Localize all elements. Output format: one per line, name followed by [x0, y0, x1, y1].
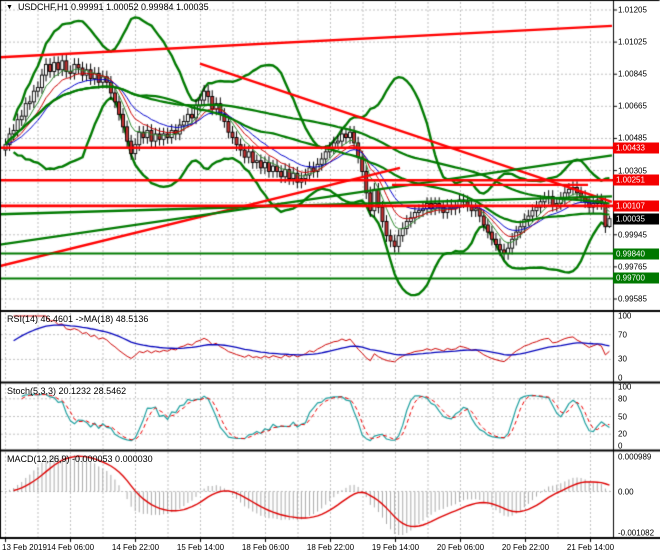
- price-badge-support: 0.99700: [613, 272, 659, 284]
- y-axis-tick-label: 0.99765: [618, 262, 647, 272]
- price-badge-resistance: 1.00107: [613, 200, 659, 212]
- time-axis-label: 19 Feb 14:00: [371, 543, 420, 552]
- time-axis-label: 14 Feb 06:00: [46, 543, 95, 552]
- y-axis-tick-label: 0.99585: [618, 294, 647, 304]
- price-badge-current: 1.00035: [613, 213, 659, 225]
- rsi-tick-label: 70: [618, 330, 627, 340]
- macd-tick-label: 0.000989: [618, 452, 652, 462]
- macd-tick-label: 0.00: [618, 487, 634, 496]
- time-axis-label: 20 Feb 06:00: [436, 543, 485, 552]
- y-axis-tick-label: 0.99945: [618, 230, 647, 240]
- time-axis-label: 20 Feb 22:00: [501, 543, 550, 552]
- stoch-indicator-label: Stoch(5,3,3) 20.1232 28.5462: [7, 386, 127, 396]
- rsi-tick-label: 100: [618, 311, 632, 321]
- chart-title-text: USDCHF,H1 0.99991 1.00052 0.99984 1.0003…: [17, 2, 209, 12]
- time-axis-label: 13 Feb 2019: [2, 543, 47, 552]
- stoch-tick-label: 80: [618, 394, 627, 404]
- macd-indicator-label: MACD(12,26,9) -0.000053 0.000030: [7, 454, 153, 464]
- stoch-tick-label: 50: [618, 412, 627, 421]
- symbol-dropdown-icon[interactable]: ▼: [6, 4, 13, 11]
- macd-tick-label: -0.001082: [618, 528, 655, 538]
- y-axis-tick-label: 1.00485: [618, 133, 647, 143]
- price-badge-support: 0.99840: [613, 248, 659, 259]
- stoch-tick-label: 20: [618, 429, 627, 439]
- rsi-indicator-label: RSI(14) 46.4601 ->MA(18) 48.5136: [7, 314, 149, 324]
- time-axis-label: 15 Feb 14:00: [176, 543, 225, 552]
- stoch-tick-label: 100: [618, 382, 632, 392]
- time-axis-label: 18 Feb 22:00: [306, 543, 355, 552]
- y-axis-tick-label: 1.00845: [618, 69, 647, 79]
- rsi-tick-label: 30: [618, 354, 627, 364]
- y-axis-tick-label: 1.01025: [618, 37, 647, 47]
- stoch-tick-label: 0: [618, 441, 623, 451]
- rsi-tick-label: 0: [618, 373, 623, 383]
- y-axis-tick-label: 1.01205: [618, 5, 647, 15]
- price-badge-resistance: 1.00251: [613, 174, 659, 186]
- time-axis-label: 18 Feb 06:00: [241, 543, 290, 552]
- y-axis-tick-label: 1.00305: [618, 166, 647, 176]
- chart-title: ▼ USDCHF,H1 0.99991 1.00052 0.99984 1.000…: [6, 2, 209, 12]
- y-axis-tick-label: 1.00665: [618, 101, 647, 111]
- time-axis-label: 14 Feb 22:00: [111, 543, 160, 552]
- time-axis-label: 21 Feb 14:00: [566, 543, 615, 552]
- price-badge-resistance: 1.00433: [613, 142, 659, 154]
